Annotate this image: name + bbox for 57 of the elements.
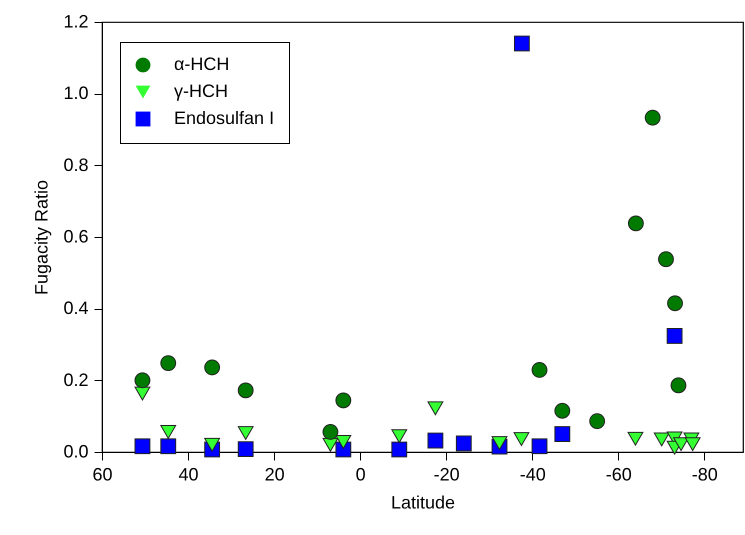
point [644,110,661,126]
y-tick-label: 0.8 [63,154,88,175]
point [134,438,150,454]
x-tick-label: 60 [92,464,113,484]
legend-label: α-HCH [174,54,230,74]
point [673,437,689,452]
point [456,435,472,452]
point [628,432,644,446]
x-tick-label: -20 [434,464,460,484]
point [391,429,408,444]
point [532,362,548,378]
y-tick-label: 1.0 [63,83,88,104]
point [514,432,530,446]
point [335,435,352,449]
point [554,426,570,442]
point [160,355,176,372]
x-tick-label: 20 [264,464,285,484]
point [554,402,570,419]
point [322,424,338,440]
point [204,438,220,452]
y-tick-label: 0.6 [63,226,88,246]
point [532,438,548,454]
point [670,377,686,394]
point [238,441,254,458]
point [589,413,606,430]
x-tick-label: -60 [606,464,632,484]
y-tick-label: 1.2 [63,12,88,32]
y-axis-title: Fugacity Ratio [31,180,52,296]
y-tick-label: 0.2 [63,370,88,390]
point [160,438,176,454]
point [667,295,683,312]
point [658,251,674,268]
x-tick-label: 40 [178,464,199,484]
legend-label: γ-HCH [174,81,228,101]
point [238,426,254,440]
point [335,392,352,408]
point [628,215,644,232]
point [134,386,150,401]
point [160,425,176,439]
x-tick-label: 0 [356,464,366,484]
point [492,436,508,450]
point [391,442,408,458]
x-axis-title: Latitude [390,492,456,512]
y-tick-label: 0.4 [63,298,88,318]
point [654,432,670,446]
point [204,360,220,376]
point [684,437,701,452]
legend-label: Endosulfan I [174,108,274,128]
y-tick-label: 0.0 [63,442,88,462]
point [134,372,150,388]
point [427,432,444,448]
point [514,36,530,52]
point [427,401,444,416]
point [238,382,254,398]
point [666,328,683,344]
x-tick-label: -80 [692,464,718,484]
x-tick-label: -40 [520,464,546,484]
